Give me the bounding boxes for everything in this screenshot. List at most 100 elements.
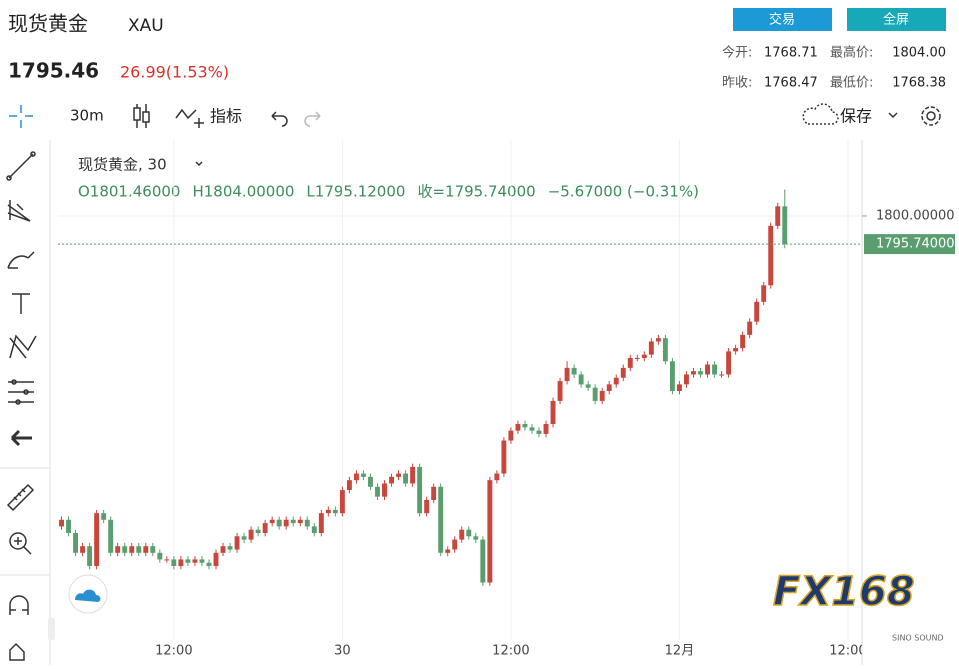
redo-icon[interactable] — [304, 111, 321, 127]
candle-body — [662, 338, 668, 362]
candle-body — [332, 509, 338, 514]
candle-body — [325, 509, 331, 514]
price: 1795.46 — [8, 59, 99, 83]
candle-body — [115, 546, 121, 553]
y-tick-label: 1800.00000 — [876, 208, 955, 223]
stat-label: 今开: — [722, 45, 752, 61]
crosshair-icon[interactable] — [9, 105, 33, 128]
candle-body — [185, 559, 191, 563]
candle-body — [80, 546, 86, 553]
legend-dropdown[interactable] — [195, 161, 203, 167]
candle-body — [705, 364, 710, 375]
watermark-brand: SINO SOUND — [892, 634, 944, 643]
candle-body — [304, 519, 310, 527]
candle-body — [431, 486, 437, 500]
candle-body — [620, 367, 626, 378]
candle-body — [775, 206, 781, 226]
candle-body — [683, 374, 689, 385]
candle-body — [164, 559, 170, 561]
fullscreen-button[interactable] — [847, 8, 946, 31]
candle-body — [648, 341, 654, 355]
fullscreen-button-label[interactable]: 全屏 — [883, 12, 909, 28]
candle-body — [375, 486, 380, 497]
x-axis: 12:00 30 12:00 12月 12:00 — [155, 644, 862, 659]
candle-icon[interactable] — [133, 104, 150, 128]
candle-body — [403, 473, 409, 484]
candle-body — [73, 532, 79, 553]
candle-body — [585, 384, 591, 388]
candle-body — [543, 424, 549, 434]
last-price-box — [864, 234, 955, 255]
candle-body — [592, 387, 598, 401]
candle-body — [248, 529, 254, 540]
candle-body — [297, 519, 303, 524]
ohlc-value: O1801.46000 — [78, 183, 180, 201]
candle-body — [171, 559, 177, 567]
candle-body — [480, 539, 486, 583]
drawing-tools[interactable] — [6, 151, 37, 661]
candle-body — [136, 546, 142, 553]
candle-body — [564, 367, 570, 382]
candle-body — [290, 519, 296, 524]
stat-value: 1768.38 — [892, 76, 946, 91]
candle-body — [655, 338, 661, 342]
candle-body — [754, 301, 760, 322]
candle-body — [529, 427, 535, 431]
candle-body — [761, 285, 767, 302]
candle-body — [473, 536, 479, 540]
candle-body — [262, 523, 268, 533]
interval[interactable]: 30m — [70, 107, 104, 125]
candle-body — [101, 513, 107, 520]
candle-body — [129, 546, 135, 553]
candle-body — [339, 490, 345, 514]
candle-body — [494, 473, 500, 481]
candle-body — [396, 473, 402, 477]
save-button[interactable]: 保存 — [840, 107, 872, 126]
ohlc-value: H1804.00000 — [192, 183, 294, 201]
candle-body — [360, 473, 366, 477]
candle-body — [712, 364, 717, 375]
candle-body — [522, 424, 528, 428]
candle-body — [108, 519, 114, 553]
candle-body — [536, 430, 542, 434]
cloud-icon[interactable] — [802, 103, 839, 125]
trade-button[interactable] — [733, 8, 832, 31]
candle-body — [353, 473, 359, 481]
candle-body — [220, 546, 226, 553]
candle-body — [150, 546, 156, 553]
candle-body — [733, 348, 739, 352]
candle-body — [719, 374, 725, 376]
collapse-handle[interactable] — [48, 618, 55, 640]
candle-body — [550, 400, 556, 425]
ohlc-value: −5.67000 (−0.31%) — [548, 183, 699, 201]
stat-value: 1768.71 — [764, 46, 818, 61]
candle-body — [676, 384, 682, 391]
candle-body — [283, 519, 289, 527]
undo-icon[interactable] — [271, 111, 288, 127]
candle-body — [66, 519, 71, 533]
candle-body — [157, 552, 163, 560]
candle-body — [438, 486, 444, 553]
candle-body — [213, 552, 219, 567]
candle-body — [241, 536, 247, 540]
indicator-button[interactable]: 指标 — [210, 107, 242, 126]
candle-body — [87, 546, 93, 567]
candle-body — [276, 519, 282, 527]
x-tick-label: 12:00 — [155, 644, 192, 659]
x-tick-label: 12:00 — [492, 644, 529, 659]
ohlc-value: L1795.12000 — [306, 183, 405, 201]
candle-body — [508, 430, 514, 441]
trade-button-label[interactable]: 交易 — [769, 12, 795, 28]
candle-body — [691, 371, 696, 375]
candle-body — [452, 539, 458, 550]
candle-body — [178, 559, 184, 567]
candle-body — [747, 321, 753, 335]
candle-body — [410, 466, 416, 484]
settings-icon[interactable] — [921, 106, 941, 126]
candle-body — [424, 499, 430, 514]
indicator-icon[interactable] — [175, 108, 204, 128]
dropdown-icon[interactable] — [888, 112, 898, 119]
ohlc-value: 收=1795.74000 — [417, 183, 535, 201]
candle-body — [227, 546, 233, 550]
